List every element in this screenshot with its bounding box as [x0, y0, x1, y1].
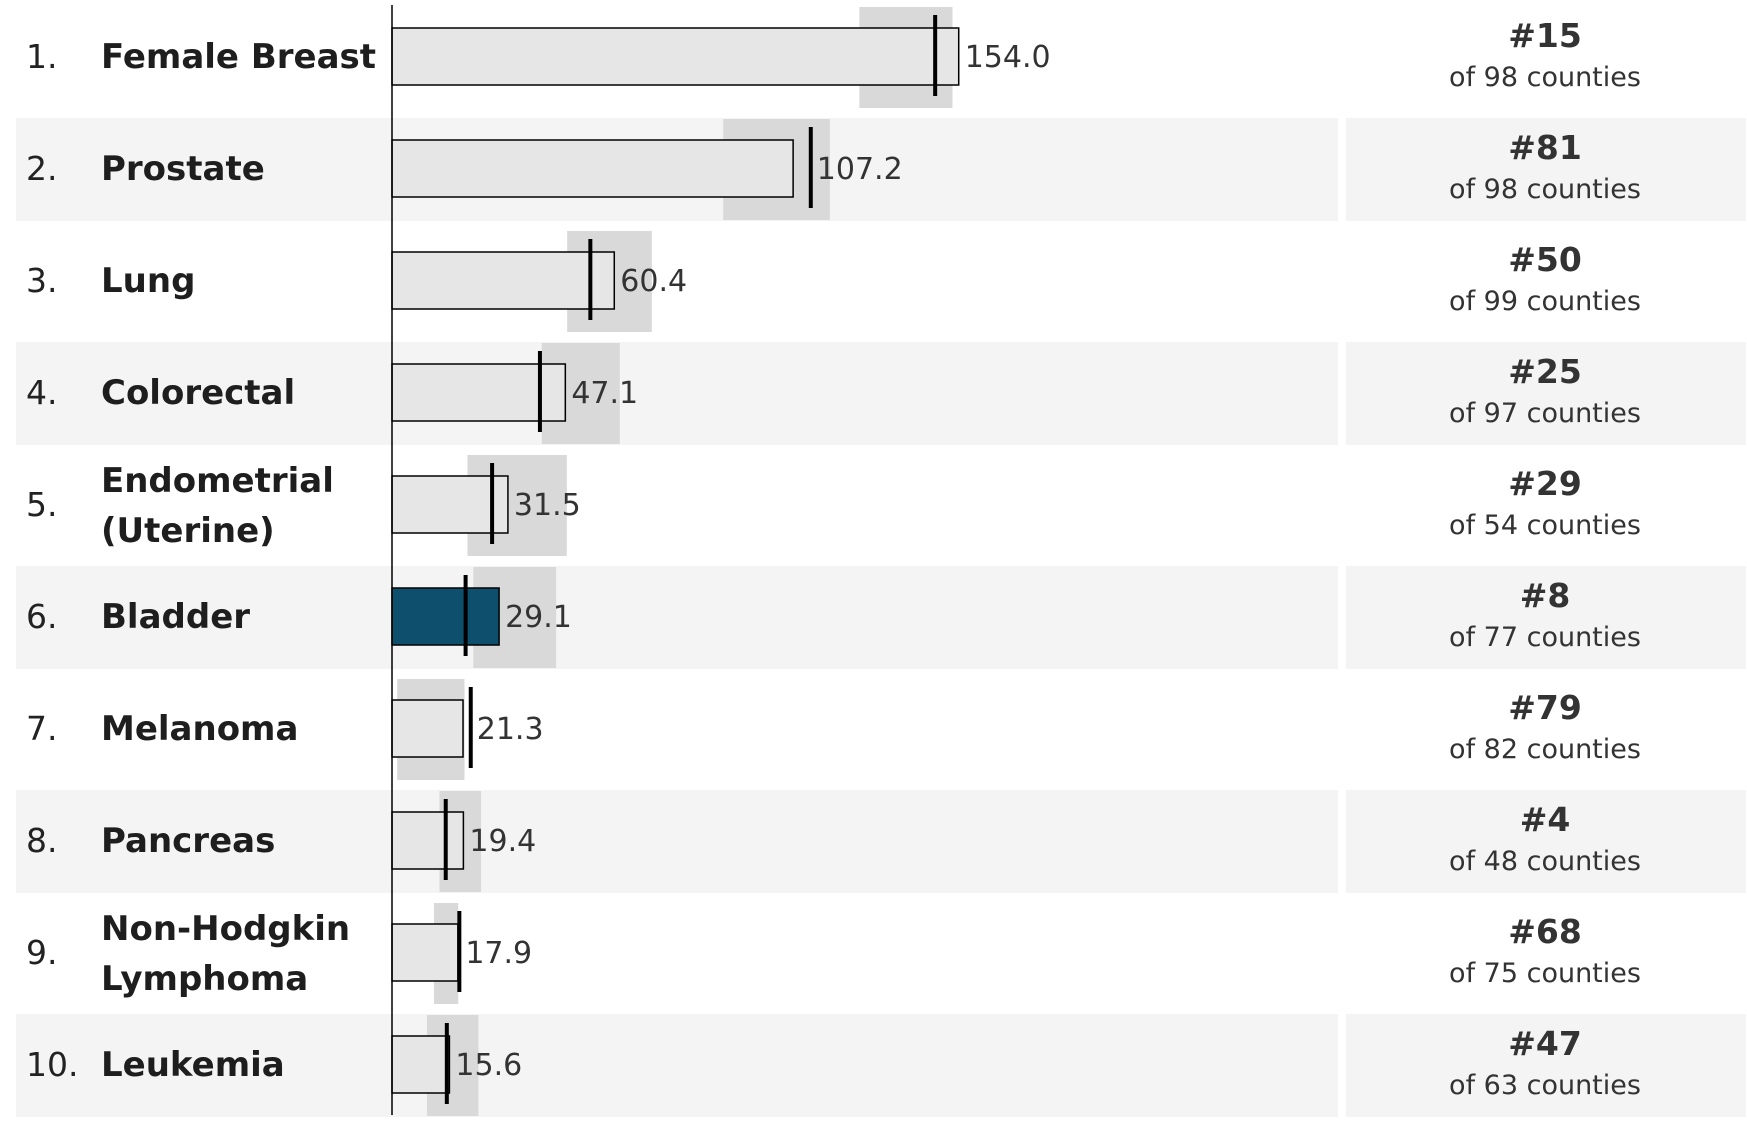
bars	[391, 27, 960, 1094]
rank-counties: of 98 counties	[1449, 174, 1641, 205]
category-label-line1: Non-Hodgkin	[101, 909, 350, 949]
row-number: 3.	[26, 261, 58, 300]
rank-counties: of 97 counties	[1449, 398, 1641, 429]
value-bar	[391, 251, 616, 310]
value-label: 29.1	[505, 600, 572, 635]
row-number: 5.	[26, 485, 58, 524]
value-label: 154.0	[965, 40, 1051, 75]
value-bar	[391, 699, 464, 758]
rank-counties: of 54 counties	[1449, 510, 1641, 541]
category-label-line1: Endometrial	[101, 461, 334, 501]
row-stripe	[16, 566, 1338, 669]
rank-counties: of 82 counties	[1449, 734, 1641, 765]
rank-counties: of 63 counties	[1449, 1070, 1641, 1101]
rank-value: #8	[1520, 576, 1571, 615]
category-label-line2: Lymphoma	[101, 959, 308, 999]
row-backgrounds	[16, 118, 1746, 1117]
row-number: 4.	[26, 373, 58, 412]
rank-stripe	[1346, 118, 1746, 221]
value-bar	[391, 811, 465, 870]
category-label: Melanoma	[101, 709, 298, 749]
value-label: 17.9	[465, 936, 532, 971]
category-label: Bladder	[101, 597, 250, 637]
value-bar	[391, 363, 567, 422]
rank-counties: of 99 counties	[1449, 286, 1641, 317]
row-number: 8.	[26, 821, 58, 860]
row-stripe	[16, 342, 1338, 445]
value-label: 60.4	[620, 264, 687, 299]
rank-value: #29	[1508, 464, 1582, 503]
reference-markers	[443, 15, 938, 1104]
rank-counties: of 75 counties	[1449, 958, 1641, 989]
value-label: 31.5	[514, 488, 581, 523]
value-bar	[391, 139, 794, 198]
rank-counties: of 77 counties	[1449, 622, 1641, 653]
row-number: 7.	[26, 709, 58, 748]
row-stripe	[16, 790, 1338, 893]
rank-value: #50	[1508, 240, 1582, 279]
rank-stripe	[1346, 566, 1746, 669]
rank-counties: of 98 counties	[1449, 62, 1641, 93]
value-label: 107.2	[817, 152, 903, 187]
rank-counties: of 48 counties	[1449, 846, 1641, 877]
rank-stripe	[1346, 1014, 1746, 1117]
value-bar	[391, 587, 500, 646]
category-label: Female Breast	[101, 37, 376, 77]
row-number: 10.	[26, 1045, 78, 1084]
category-label: Prostate	[101, 149, 265, 189]
category-label: Lung	[101, 261, 195, 301]
category-label: Leukemia	[101, 1045, 285, 1085]
category-label: Pancreas	[101, 821, 275, 861]
labels: 154.0 1. Female Breast #15 of 98 counties 107…	[26, 16, 1641, 1101]
rank-value: #79	[1508, 688, 1582, 727]
value-bar	[391, 475, 509, 534]
value-label: 19.4	[469, 824, 536, 859]
rank-value: #68	[1508, 912, 1582, 951]
value-bar	[391, 27, 960, 86]
row-number: 2.	[26, 149, 58, 188]
category-label-line2: (Uterine)	[101, 511, 275, 551]
rank-value: #15	[1508, 16, 1582, 55]
row-number: 9.	[26, 933, 58, 972]
value-label: 47.1	[571, 376, 638, 411]
rank-stripe	[1346, 342, 1746, 445]
value-label: 21.3	[477, 712, 544, 747]
rank-stripe	[1346, 790, 1746, 893]
rank-value: #81	[1508, 128, 1582, 167]
row-number: 6.	[26, 597, 58, 636]
value-bar	[391, 923, 459, 982]
value-bar	[391, 1035, 451, 1094]
row-stripe	[16, 1014, 1338, 1117]
rank-value: #47	[1508, 1024, 1582, 1063]
rank-value: #25	[1508, 352, 1582, 391]
value-label: 15.6	[455, 1048, 522, 1083]
category-label: Colorectal	[101, 373, 295, 413]
row-number: 1.	[26, 37, 58, 76]
rank-value: #4	[1520, 800, 1571, 839]
